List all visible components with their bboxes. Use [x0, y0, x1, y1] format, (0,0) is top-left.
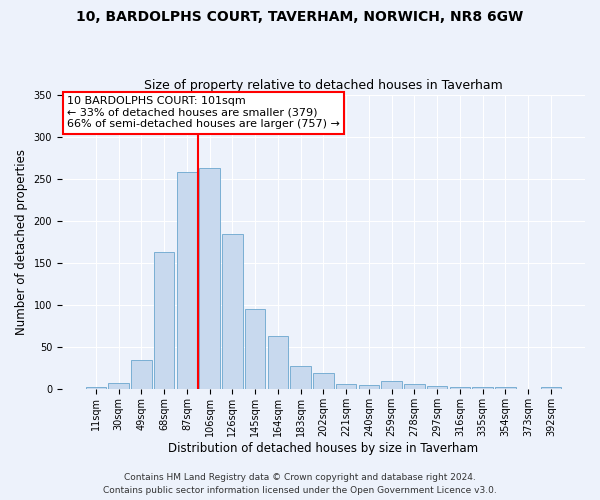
Bar — [313, 372, 334, 390]
Bar — [359, 385, 379, 390]
Bar — [495, 387, 516, 390]
Bar — [176, 172, 197, 390]
Bar — [222, 234, 242, 390]
Bar — [382, 381, 402, 390]
Bar — [290, 366, 311, 390]
Bar — [154, 252, 175, 390]
Text: 10, BARDOLPHS COURT, TAVERHAM, NORWICH, NR8 6GW: 10, BARDOLPHS COURT, TAVERHAM, NORWICH, … — [76, 10, 524, 24]
Y-axis label: Number of detached properties: Number of detached properties — [15, 149, 28, 335]
Bar — [268, 336, 288, 390]
Bar — [518, 388, 538, 390]
Text: Contains HM Land Registry data © Crown copyright and database right 2024.
Contai: Contains HM Land Registry data © Crown c… — [103, 474, 497, 495]
Bar — [131, 360, 152, 390]
Bar — [404, 384, 425, 390]
Bar — [450, 387, 470, 390]
Bar — [541, 387, 561, 390]
Bar — [472, 387, 493, 390]
Bar — [199, 168, 220, 390]
Title: Size of property relative to detached houses in Taverham: Size of property relative to detached ho… — [144, 79, 503, 92]
Bar — [336, 384, 356, 390]
Bar — [245, 308, 265, 390]
Bar — [427, 386, 448, 390]
X-axis label: Distribution of detached houses by size in Taverham: Distribution of detached houses by size … — [169, 442, 479, 455]
Text: 10 BARDOLPHS COURT: 101sqm
← 33% of detached houses are smaller (379)
66% of sem: 10 BARDOLPHS COURT: 101sqm ← 33% of deta… — [67, 96, 340, 129]
Bar — [86, 387, 106, 390]
Bar — [109, 382, 129, 390]
